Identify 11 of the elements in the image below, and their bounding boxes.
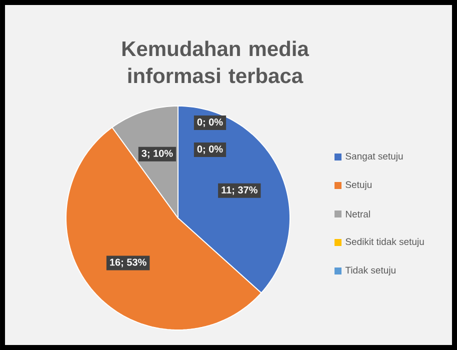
data-label: 11; 37%: [222, 186, 258, 195]
data-label: 3; 10%: [142, 150, 173, 158]
legend-label: Netral: [346, 210, 370, 218]
legend-label: Setuju: [346, 181, 372, 190]
data-label: 16; 53%: [110, 258, 146, 268]
legend-label: Sedikit tidak setuju: [346, 238, 424, 247]
text: 0; 0%: [197, 118, 223, 128]
legend-label: Tidak setuju: [345, 266, 396, 276]
chart-title: Kemudahan media informasi terbaca: [122, 40, 310, 84]
text: 0; 0%: [197, 146, 223, 154]
legend-label: Sangat setuju: [346, 152, 403, 162]
